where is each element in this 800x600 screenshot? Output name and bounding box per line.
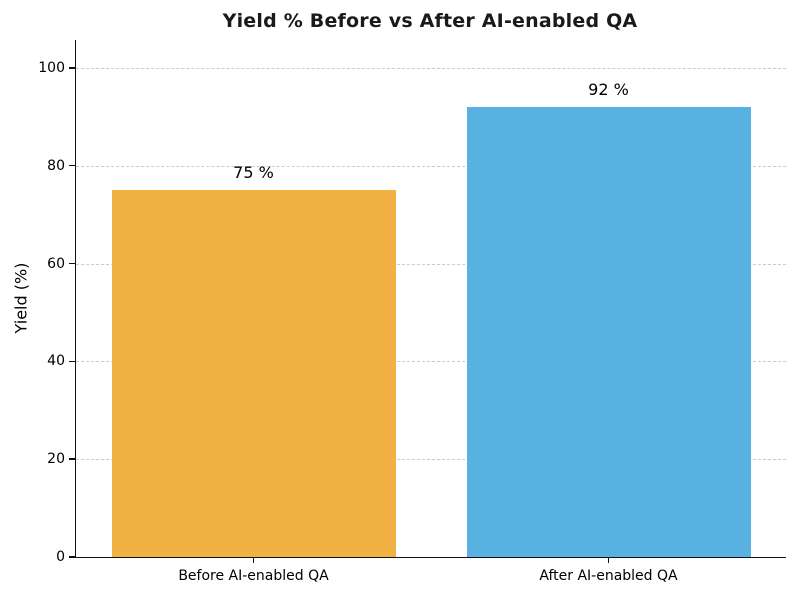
bar-1 bbox=[111, 190, 396, 557]
y-tick-mark bbox=[69, 556, 75, 558]
y-tick-label: 0 bbox=[56, 549, 65, 565]
gridline-y40 bbox=[76, 361, 786, 363]
gridline-y100 bbox=[76, 67, 786, 69]
x-tick-label: After AI-enabled QA bbox=[539, 568, 678, 584]
y-tick-mark bbox=[69, 360, 75, 363]
y-tick-label: 60 bbox=[47, 255, 65, 272]
gridline-y60 bbox=[76, 263, 786, 265]
bar-value-label: 92 % bbox=[588, 80, 629, 100]
y-tick-mark bbox=[69, 67, 75, 69]
y-tick-label: 80 bbox=[47, 157, 65, 174]
y-tick-label: 100 bbox=[38, 59, 65, 76]
y-axis-label: Yield (%) bbox=[11, 262, 31, 334]
plot-area: 0 20 40 60 80 100 75 % Before AI-enabled QA 92 %… bbox=[38, 40, 786, 584]
y-tick-mark bbox=[69, 262, 75, 265]
y-tick-label: 40 bbox=[47, 353, 65, 370]
gridline-y20 bbox=[76, 459, 786, 461]
x-tick-label: Before AI-enabled QA bbox=[178, 568, 329, 584]
y-tick-label: 20 bbox=[47, 451, 65, 468]
y-tick-mark bbox=[69, 458, 75, 460]
x-tick-mark bbox=[252, 557, 255, 563]
y-tick-mark bbox=[69, 164, 75, 167]
gridline-y80 bbox=[76, 165, 786, 167]
x-tick-mark bbox=[607, 557, 610, 563]
bar-2 bbox=[466, 107, 751, 557]
chart-title: Yield % Before vs After AI-enabled QA bbox=[222, 10, 638, 32]
bar-value-label: 75 % bbox=[233, 163, 274, 183]
